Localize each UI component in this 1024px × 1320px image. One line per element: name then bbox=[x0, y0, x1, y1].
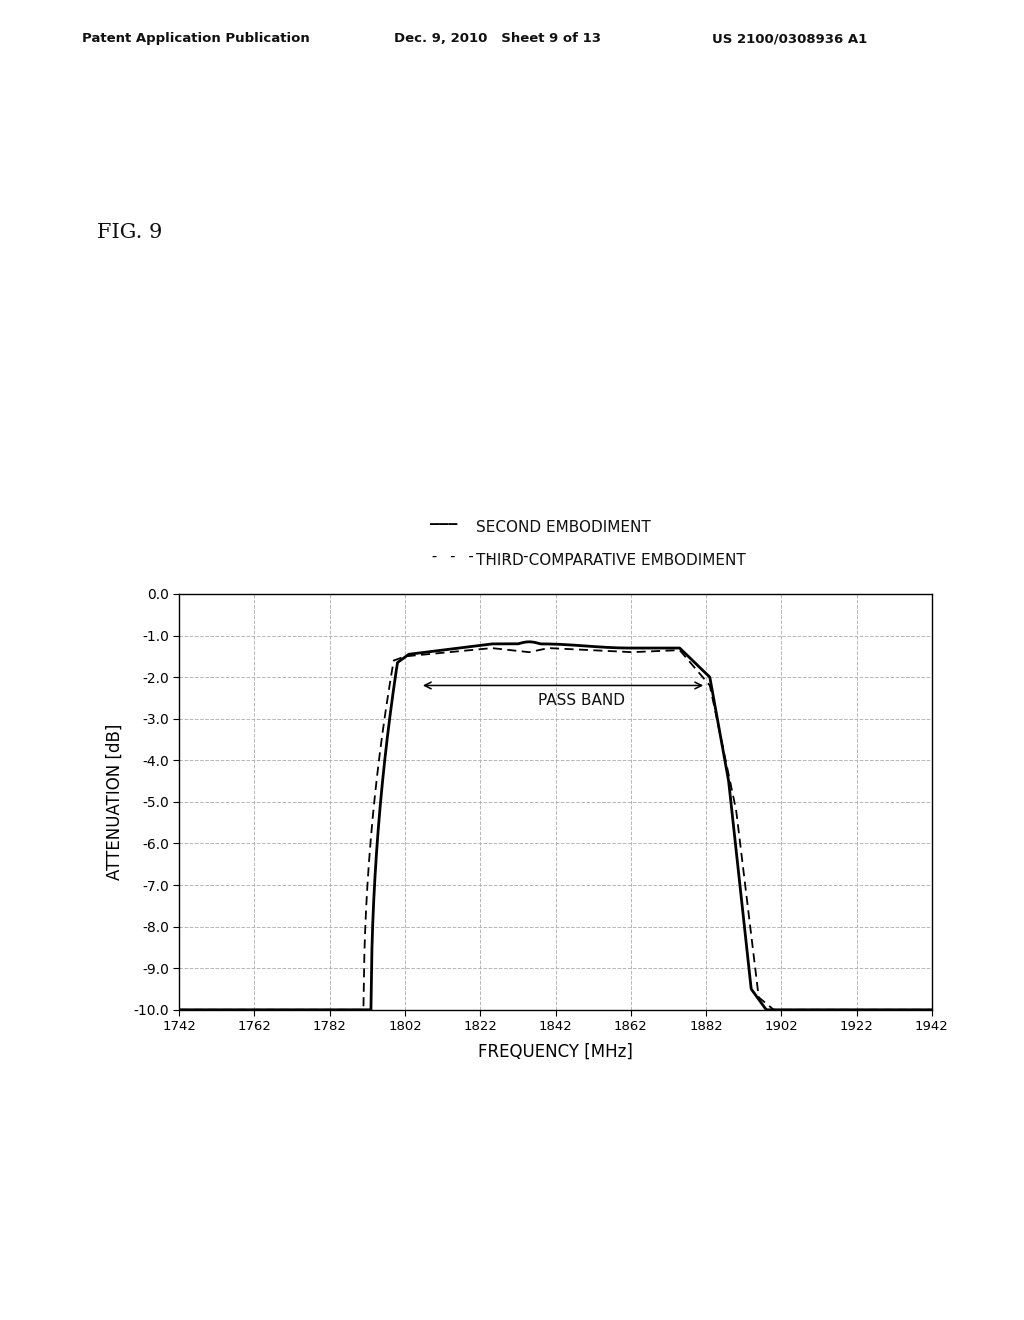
Text: US 2100/0308936 A1: US 2100/0308936 A1 bbox=[712, 32, 867, 45]
Text: SECOND EMBODIMENT: SECOND EMBODIMENT bbox=[476, 520, 651, 535]
Text: Patent Application Publication: Patent Application Publication bbox=[82, 32, 309, 45]
Text: PASS BAND: PASS BAND bbox=[539, 693, 626, 708]
Text: Dec. 9, 2010   Sheet 9 of 13: Dec. 9, 2010 Sheet 9 of 13 bbox=[394, 32, 601, 45]
X-axis label: FREQUENCY [MHz]: FREQUENCY [MHz] bbox=[478, 1043, 633, 1061]
Y-axis label: ATTENUATION [dB]: ATTENUATION [dB] bbox=[105, 723, 124, 880]
Text: THIRD COMPARATIVE EMBODIMENT: THIRD COMPARATIVE EMBODIMENT bbox=[476, 553, 745, 568]
Text: FIG. 9: FIG. 9 bbox=[97, 223, 163, 242]
Text: - - - - - -: - - - - - - bbox=[430, 549, 530, 564]
Text: ———: ——— bbox=[430, 516, 458, 531]
